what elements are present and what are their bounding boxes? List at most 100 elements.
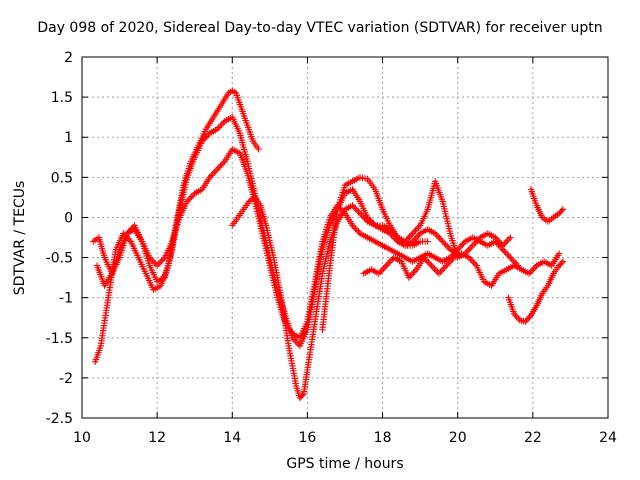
- data-point-marker: [296, 320, 310, 341]
- data-point-marker: [289, 334, 302, 348]
- data-point-marker: [326, 208, 341, 269]
- data-point-marker: [510, 310, 522, 322]
- data-point-marker: [379, 226, 392, 236]
- data-point-marker: [238, 105, 250, 127]
- data-point-marker: [168, 216, 183, 245]
- data-point-marker: [409, 223, 422, 237]
- data-point-marker: [492, 238, 505, 252]
- y-tick-label: -2: [59, 371, 73, 387]
- data-point-marker: [191, 140, 205, 161]
- data-point-marker: [289, 330, 302, 340]
- data-point-marker: [364, 234, 377, 244]
- data-point-marker: [341, 203, 354, 213]
- data-point-marker: [469, 235, 482, 249]
- data-point-marker: [416, 227, 429, 237]
- data-point-marker: [95, 234, 108, 259]
- data-point-marker: [244, 121, 256, 143]
- data-point-marker: [473, 262, 487, 283]
- data-point-marker: [379, 242, 392, 252]
- data-point-marker: [409, 255, 422, 265]
- series-arc-2: [90, 113, 461, 349]
- data-point-marker: [435, 263, 449, 277]
- x-tick-label: 16: [299, 430, 317, 446]
- y-axis-label: SDTVAR / TECUs: [12, 180, 28, 296]
- data-point-marker: [356, 174, 369, 182]
- data-point-marker: [386, 230, 400, 244]
- data-point-marker: [214, 119, 227, 133]
- data-point-marker: [431, 230, 445, 244]
- x-tick-label: 18: [374, 430, 392, 446]
- data-point-marker: [539, 284, 550, 297]
- data-point-marker: [356, 198, 370, 219]
- data-point-marker: [424, 250, 437, 260]
- data-point-marker: [300, 369, 311, 398]
- data-point-marker: [548, 252, 562, 269]
- data-point-marker: [108, 248, 123, 277]
- data-point-marker: [206, 167, 219, 181]
- data-point-marker: [401, 242, 414, 249]
- data-point-marker: [386, 222, 400, 239]
- data-point-marker: [229, 113, 242, 135]
- data-point-marker: [488, 272, 501, 289]
- data-point-marker: [383, 255, 396, 269]
- data-point-marker: [251, 194, 263, 207]
- data-point-marker: [257, 202, 269, 227]
- data-point-marker: [379, 222, 392, 232]
- data-point-marker: [394, 234, 407, 248]
- data-point-marker: [559, 258, 567, 265]
- data-point-marker: [516, 316, 527, 325]
- axis-ticks: [81, 56, 609, 419]
- data-point-marker: [409, 231, 422, 245]
- data-point-marker: [458, 250, 471, 260]
- data-point-marker: [304, 280, 318, 325]
- data-point-marker: [334, 184, 348, 213]
- data-point-marker: [533, 292, 545, 309]
- series-arc-7: [505, 258, 567, 325]
- data-point-marker: [296, 392, 306, 402]
- data-point-marker: [480, 278, 493, 288]
- data-point-marker: [112, 232, 126, 253]
- data-point-marker: [214, 159, 227, 173]
- y-tick-labels: -2.5 -2 -1.5 -1 -0.5 0 0.5 1 1.5 2: [46, 50, 73, 427]
- data-point-marker: [90, 235, 101, 245]
- data-point-marker: [477, 231, 490, 241]
- data-point-marker: [292, 382, 303, 399]
- data-point-marker: [462, 235, 475, 245]
- data-point-marker: [277, 294, 292, 347]
- data-point-marker: [349, 186, 362, 203]
- x-tick-labels: 10 12 14 16 18 20 22 24: [73, 430, 617, 446]
- data-point-marker: [439, 238, 452, 252]
- data-point-marker: [420, 254, 434, 268]
- data-series: [90, 87, 567, 402]
- data-point-marker: [371, 186, 385, 211]
- data-point-marker: [559, 206, 567, 213]
- data-point-marker: [555, 207, 565, 217]
- data-point-marker: [285, 342, 299, 387]
- data-point-marker: [184, 191, 197, 205]
- data-point-marker: [499, 246, 513, 260]
- data-point-marker: [495, 267, 508, 277]
- data-point-marker: [138, 238, 152, 259]
- data-point-marker: [527, 186, 540, 207]
- data-point-marker: [221, 148, 235, 165]
- data-point-marker: [416, 238, 429, 245]
- data-point-marker: [266, 262, 280, 299]
- data-point-marker: [232, 89, 245, 111]
- data-point-marker: [555, 259, 565, 269]
- data-point-marker: [349, 222, 362, 236]
- data-point-marker: [341, 179, 354, 189]
- data-point-marker: [311, 272, 326, 325]
- data-point-marker: [199, 176, 212, 193]
- data-point-marker: [379, 206, 393, 227]
- data-point-marker: [443, 255, 456, 269]
- data-point-marker: [371, 222, 384, 229]
- y-tick-label: 2: [64, 50, 73, 66]
- data-point-marker: [544, 215, 555, 225]
- data-point-marker: [311, 240, 326, 285]
- data-point-marker: [150, 283, 163, 293]
- data-point-marker: [262, 222, 277, 259]
- data-point-marker: [123, 227, 136, 237]
- data-point-marker: [244, 170, 258, 203]
- data-point-marker: [199, 131, 212, 145]
